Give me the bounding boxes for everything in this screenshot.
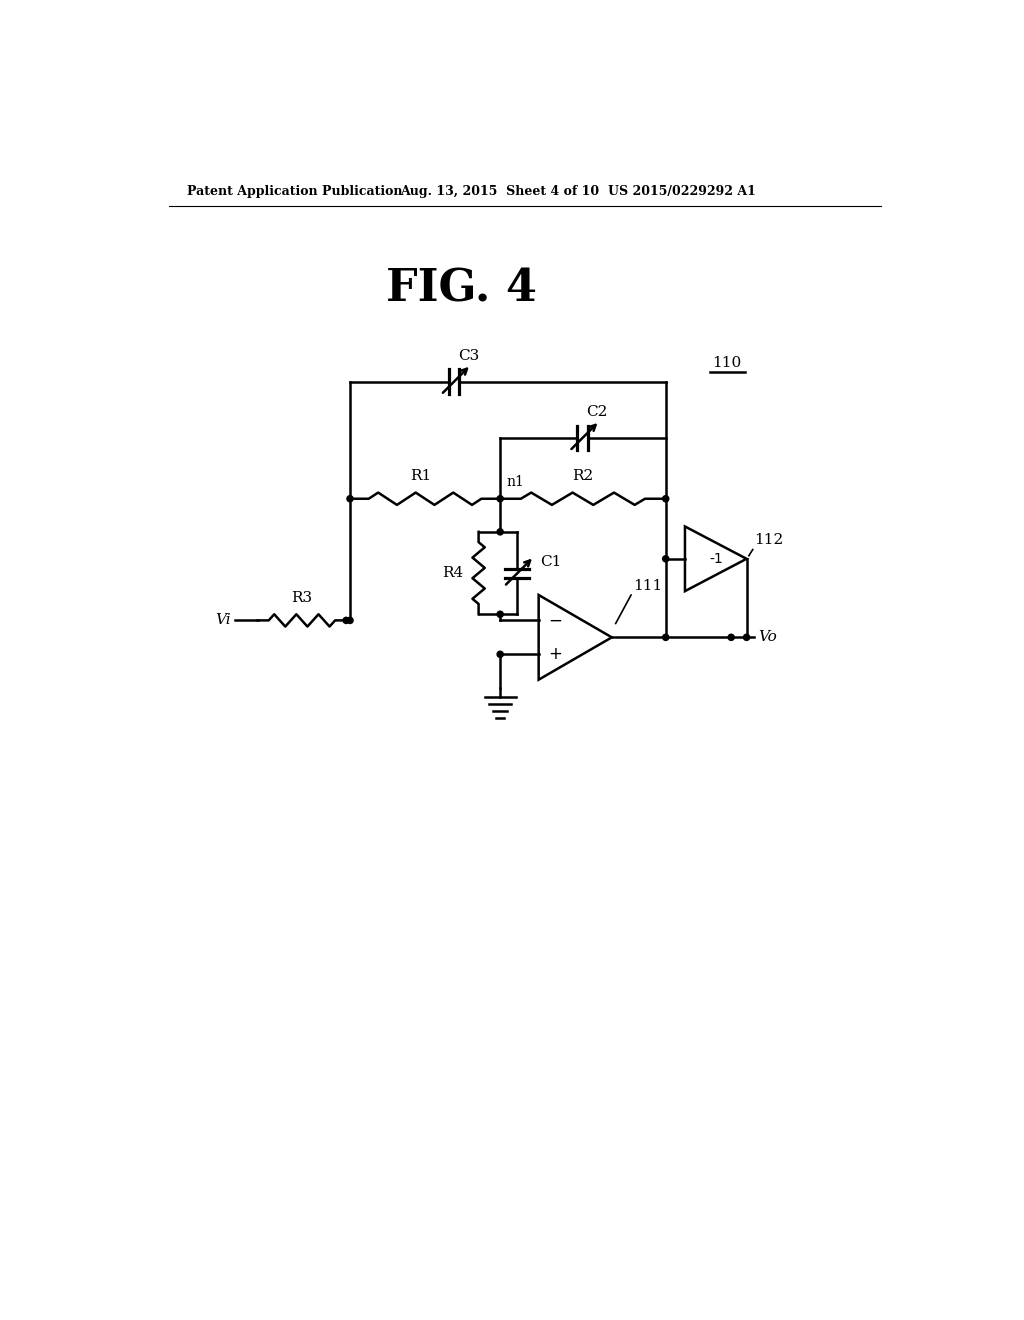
- Circle shape: [663, 556, 669, 562]
- Text: 110: 110: [712, 356, 741, 370]
- Text: +: +: [548, 645, 562, 663]
- Circle shape: [497, 651, 503, 657]
- Text: 111: 111: [634, 578, 663, 593]
- Text: −: −: [548, 611, 562, 630]
- Circle shape: [743, 635, 750, 640]
- Circle shape: [728, 635, 734, 640]
- Text: R1: R1: [411, 470, 431, 483]
- Circle shape: [663, 495, 669, 502]
- Text: 112: 112: [755, 533, 783, 548]
- Circle shape: [497, 529, 503, 535]
- Text: C1: C1: [541, 554, 561, 569]
- Text: Vi: Vi: [215, 614, 230, 627]
- Text: FIG. 4: FIG. 4: [386, 268, 538, 310]
- Circle shape: [497, 495, 503, 502]
- Text: R4: R4: [442, 566, 463, 581]
- Text: n1: n1: [506, 475, 524, 490]
- Circle shape: [663, 635, 669, 640]
- Text: Patent Application Publication: Patent Application Publication: [186, 185, 402, 198]
- Text: R3: R3: [291, 591, 312, 605]
- Text: Aug. 13, 2015  Sheet 4 of 10: Aug. 13, 2015 Sheet 4 of 10: [400, 185, 599, 198]
- Circle shape: [497, 611, 503, 618]
- Text: C3: C3: [458, 350, 479, 363]
- Circle shape: [347, 495, 353, 502]
- Text: R2: R2: [572, 470, 593, 483]
- Text: -1: -1: [709, 552, 723, 566]
- Text: C2: C2: [587, 405, 608, 420]
- Circle shape: [347, 618, 353, 623]
- Text: Vo: Vo: [758, 631, 777, 644]
- Text: US 2015/0229292 A1: US 2015/0229292 A1: [608, 185, 756, 198]
- Circle shape: [343, 618, 349, 623]
